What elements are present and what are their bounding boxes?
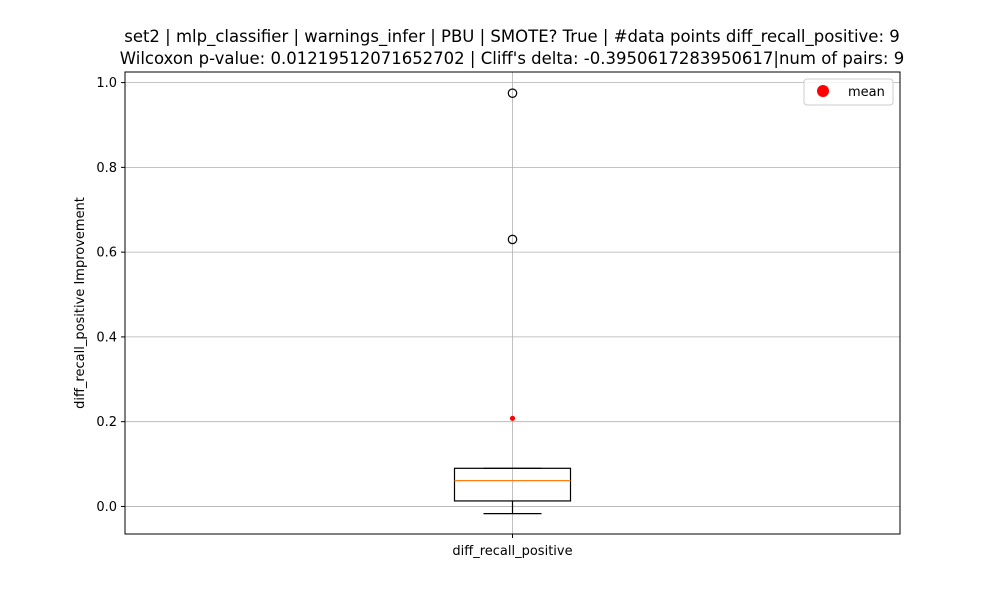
outlier-point (507, 88, 518, 98)
y-tick-label: 0.6 (96, 246, 117, 261)
legend: mean (803, 78, 894, 106)
chart-title-line1: set2 | mlp_classifier | warnings_infer |… (124, 27, 900, 47)
x-axis-ticks: diff_recall_positive (452, 534, 573, 559)
y-tick-label: 0.2 (96, 415, 117, 430)
y-tick-label: 0.8 (96, 161, 117, 176)
y-tick-label: 0.4 (96, 330, 117, 345)
grid-lines (125, 72, 900, 534)
chart-title-line2: Wilcoxon p-value: 0.01219512071652702 | … (120, 49, 904, 68)
x-tick-label: diff_recall_positive (452, 544, 572, 559)
box-iqr (453, 467, 572, 502)
legend-mean-marker (817, 85, 829, 97)
mean-marker (509, 415, 516, 421)
legend-frame (803, 78, 894, 106)
outlier-point (507, 234, 518, 245)
legend-mean-label: mean (848, 85, 885, 100)
box-layer (453, 88, 572, 515)
y-tick-label: 1.0 (96, 76, 117, 91)
y-tick-label: 0.0 (96, 500, 117, 515)
y-axis-label: diff_recall_positive Improvement (73, 197, 88, 409)
y-axis-ticks: 0.0 0.2 0.4 0.6 0.8 1.0 (96, 76, 125, 515)
